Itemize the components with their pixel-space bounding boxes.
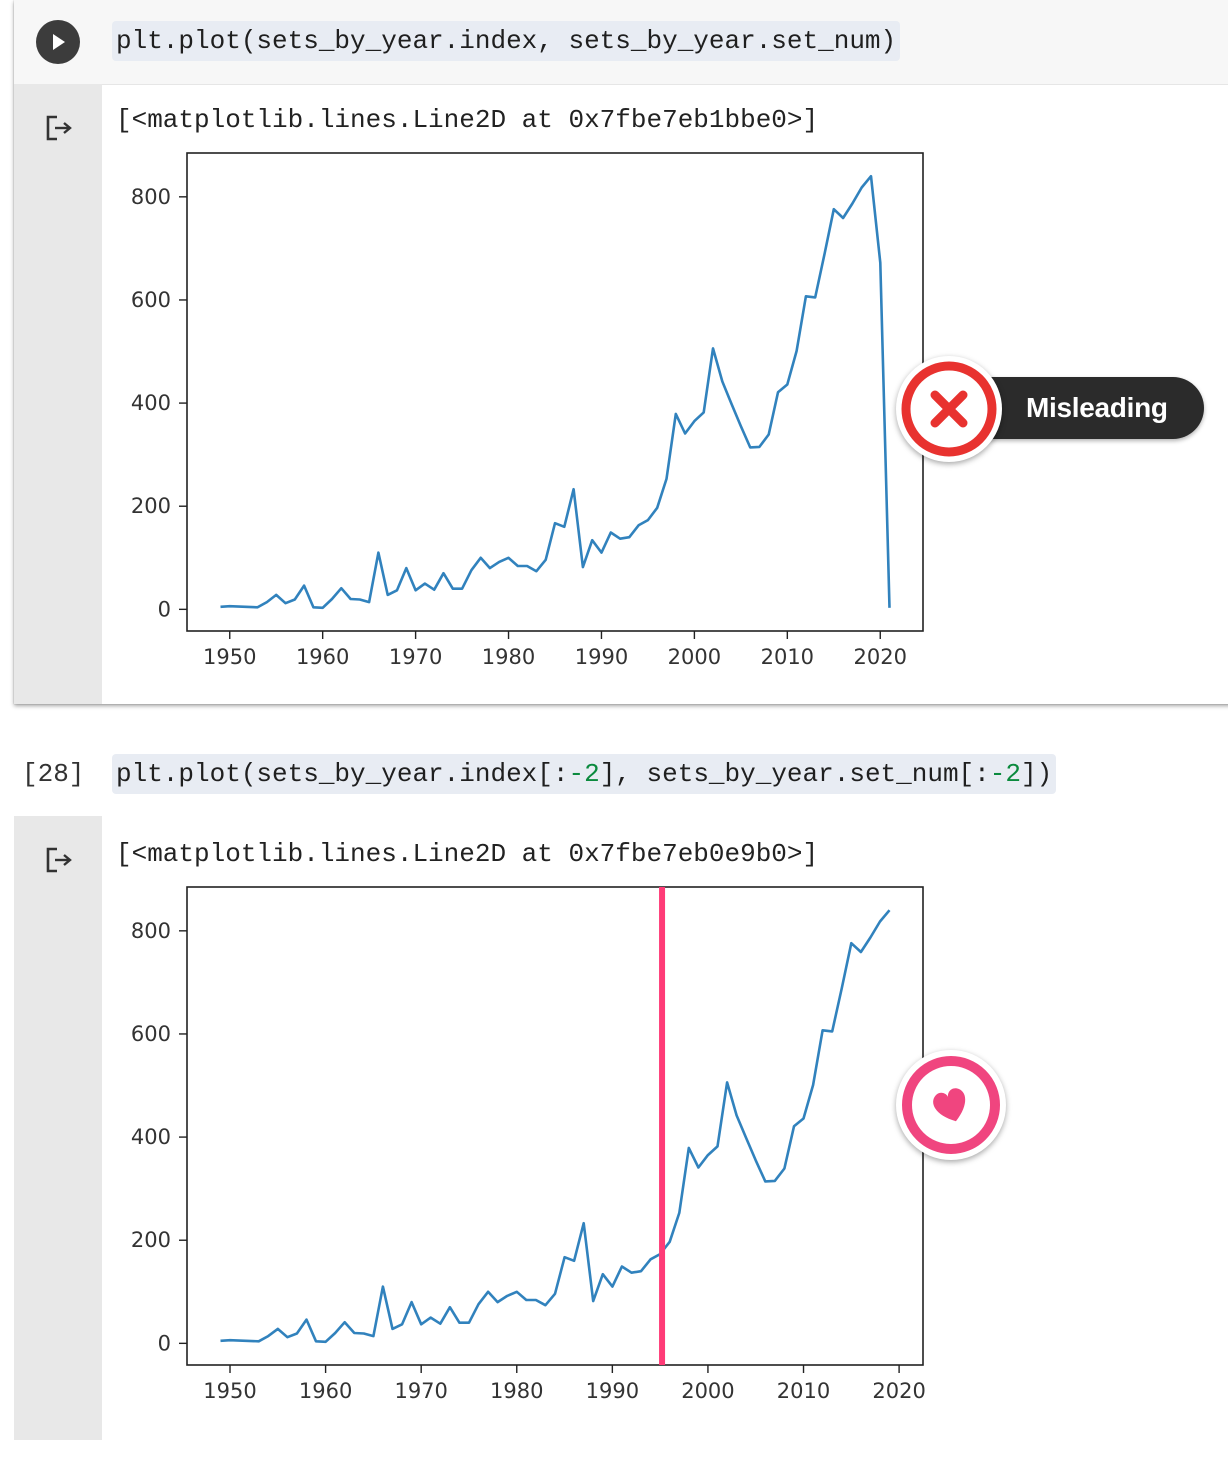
x-tick-label: 1980 [482, 645, 535, 669]
y-tick-label: 400 [131, 1125, 171, 1149]
output-arrow-icon[interactable] [44, 112, 76, 144]
output-text: [<matplotlib.lines.Line2D at 0x7fbe7eb0e… [116, 839, 819, 869]
y-tick-label: 200 [131, 1228, 171, 1252]
y-tick-label: 600 [131, 288, 171, 312]
code-number: -2 [989, 759, 1021, 789]
code-cell-2-input[interactable]: [28] plt.plot(sets_by_year.index[:-2], s… [0, 732, 1228, 816]
misleading-label: Misleading [1026, 392, 1168, 423]
series-line [220, 174, 891, 610]
heart-icon [902, 1056, 1000, 1154]
x-tick-label: 2020 [854, 645, 907, 669]
x-tick-label: 1950 [203, 645, 256, 669]
x-tick-label: 1960 [296, 645, 349, 669]
x-tick-label: 2000 [681, 1379, 734, 1403]
x-tick-label: 1990 [575, 645, 628, 669]
y-tick-label: 0 [158, 597, 171, 621]
code-cell-2-source[interactable]: plt.plot(sets_by_year.index[:-2], sets_b… [112, 754, 1057, 794]
misleading-badge: Misleading [960, 377, 1204, 439]
x-tick-label: 1970 [394, 1379, 447, 1403]
x-mark-icon [901, 361, 997, 457]
line-chart-1: 1950 1960 1970 1980 1990 2000 2010 2020 0 200 400 6… [131, 152, 924, 669]
heart-badge [896, 1050, 1006, 1160]
x-tick-label: 2020 [872, 1379, 925, 1403]
output-text: [<matplotlib.lines.Line2D at 0x7fbe7eb1b… [116, 105, 819, 135]
output-gutter [14, 816, 102, 1440]
run-cell-button[interactable] [36, 20, 80, 64]
y-tick-label: 200 [131, 494, 171, 518]
x-tick-label: 1950 [203, 1379, 256, 1403]
code-cell-1-source[interactable]: plt.plot(sets_by_year.index, sets_by_yea… [112, 21, 901, 61]
code-number: -2 [568, 759, 600, 789]
y-tick-label: 600 [131, 1022, 171, 1046]
execution-count: [28] [22, 759, 85, 789]
series-line [220, 909, 891, 1344]
code-part: ], sets_by_year.set_num[: [599, 759, 990, 789]
x-tick-label: 1980 [490, 1379, 543, 1403]
code-cell-1-input[interactable]: plt.plot(sets_by_year.index, sets_by_yea… [14, 0, 1228, 85]
x-tick-label: 1960 [299, 1379, 352, 1403]
x-tick-label: 2010 [761, 645, 814, 669]
y-tick-label: 800 [131, 185, 171, 209]
y-tick-label: 800 [131, 919, 171, 943]
plot-frame [186, 152, 924, 632]
code-part: ]) [1021, 759, 1053, 789]
x-mark-badge [896, 356, 1002, 462]
output-gutter [14, 84, 102, 704]
output-arrow-icon[interactable] [44, 844, 76, 876]
x-tick-label: 2010 [777, 1379, 830, 1403]
y-tick-label: 0 [158, 1331, 171, 1355]
plot-frame [186, 886, 924, 1366]
play-icon [53, 34, 65, 50]
x-tick-label: 2000 [668, 645, 721, 669]
code-part: plt.plot(sets_by_year.index[: [116, 759, 569, 789]
x-tick-label: 1970 [389, 645, 442, 669]
y-tick-label: 400 [131, 391, 171, 415]
x-tick-label: 1990 [586, 1379, 639, 1403]
